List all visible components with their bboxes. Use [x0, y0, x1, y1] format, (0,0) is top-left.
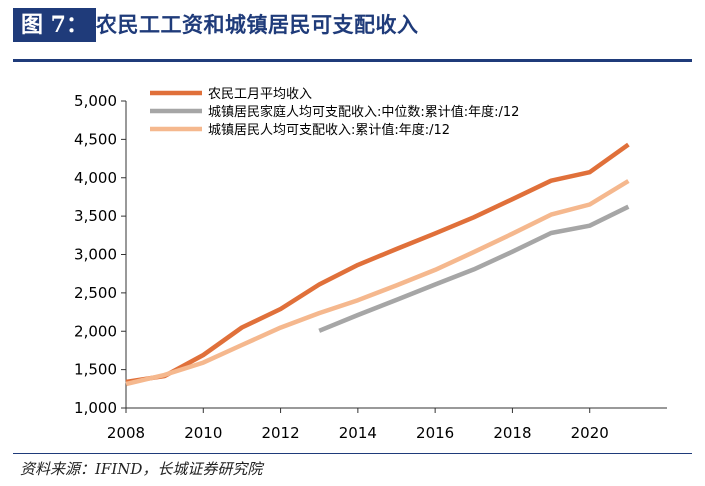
figure-number: 图 7：	[13, 8, 96, 42]
x-tick-label: 2012	[261, 424, 299, 442]
x-tick-label: 2016	[416, 424, 454, 442]
series-line-3	[125, 179, 630, 387]
figure-header: 图 7： 农民工工资和城镇居民可支配收入	[0, 0, 705, 52]
y-tick-label: 1,500	[74, 361, 117, 379]
legend-label-2: 城镇居民家庭人均可支配收入:中位数:累计值:年度:/12	[208, 104, 519, 120]
y-tick-label: 4,500	[74, 130, 117, 148]
x-tick-label: 2018	[493, 424, 531, 442]
x-tick-label: 2020	[571, 424, 609, 442]
source-note: 资料来源：IFIND，长城证券研究院	[20, 460, 263, 478]
y-tick-label: 3,000	[74, 246, 117, 264]
y-tick-label: 1,000	[74, 399, 117, 417]
chart-series	[125, 142, 630, 387]
chart-axes: 1,000 1,500 2,000 2,500 3,000 3,500 4,000 4,500…	[74, 92, 667, 442]
x-tick-label: 2008	[107, 424, 145, 442]
figure-title: 农民工工资和城镇居民可支配收入	[96, 12, 419, 37]
y-tick-label: 5,000	[74, 92, 117, 110]
series-line-1	[125, 142, 630, 385]
bottom-divider	[13, 453, 692, 454]
y-tick-label: 3,500	[74, 207, 117, 225]
legend-label-3: 城镇居民人均可支配收入:累计值:年度:/12	[208, 122, 450, 138]
y-tick-label: 2,500	[74, 284, 117, 302]
series-line-2	[318, 204, 630, 333]
y-tick-label: 2,000	[74, 322, 117, 340]
legend-label-1: 农民工月平均收入	[208, 87, 312, 102]
y-tick-label: 4,000	[74, 169, 117, 187]
top-divider	[13, 59, 692, 62]
x-tick-label: 2014	[339, 424, 377, 442]
x-tick-label: 2010	[184, 424, 222, 442]
